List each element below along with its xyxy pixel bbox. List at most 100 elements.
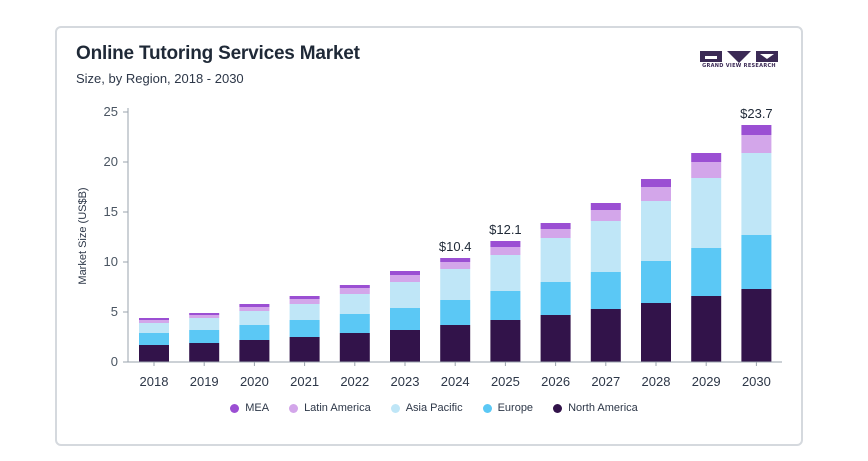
bar-segment-mea xyxy=(641,179,671,187)
legend-swatch xyxy=(230,403,240,413)
bar-segment-europe xyxy=(741,235,772,289)
bar-total-label: $12.1 xyxy=(489,222,522,237)
x-tick-label: 2019 xyxy=(190,374,219,389)
bar-segment-asia-pacific xyxy=(440,269,471,300)
bar-segment-mea xyxy=(139,318,169,320)
x-axis-ticks: 2018 2019 2020 2021 2022 2023 2024 2025 2026 2027… xyxy=(140,362,771,389)
bar-total-annotations: $10.4 $12.1 $23.7 xyxy=(439,106,773,254)
bar-segment-north-america xyxy=(590,309,621,362)
bar-segment-europe xyxy=(289,320,320,337)
bar-segment-north-america xyxy=(741,289,772,362)
bar-total-label: $23.7 xyxy=(740,106,773,121)
grand-view-research-logo-icon xyxy=(700,51,778,63)
bar-segment-north-america xyxy=(490,320,521,362)
bar-segment-asia-pacific xyxy=(390,282,420,308)
y-tick-label: 25 xyxy=(104,104,118,119)
x-tick-label: 2030 xyxy=(742,374,771,389)
bar-segment-mea xyxy=(440,258,471,262)
x-tick-label: 2029 xyxy=(692,374,721,389)
legend-item-europe: Europe xyxy=(482,402,534,414)
x-tick-label: 2020 xyxy=(240,374,269,389)
bar-segment-north-america xyxy=(239,340,270,362)
legend-label: MEA xyxy=(245,402,270,414)
logo-text: GRAND VIEW RESEARCH xyxy=(702,63,776,69)
bar-segment-europe xyxy=(440,300,471,325)
bar-segment-mea xyxy=(691,153,722,162)
bar-segment-latin-america xyxy=(691,162,722,178)
bar-segment-europe xyxy=(490,291,521,320)
legend-swatch xyxy=(289,403,299,413)
legend-swatch xyxy=(390,403,400,413)
legend-label: Europe xyxy=(497,402,534,414)
bar-segment-mea xyxy=(490,241,521,247)
bar-segment-asia-pacific xyxy=(339,294,370,314)
bar-segment-mea xyxy=(189,313,220,315)
bar-segment-mea xyxy=(339,285,370,288)
bar-segment-asia-pacific xyxy=(239,311,270,325)
legend-swatch xyxy=(482,403,492,413)
bar-segment-latin-america xyxy=(540,229,571,238)
bar-segment-north-america xyxy=(440,325,471,362)
x-tick-label: 2028 xyxy=(642,374,671,389)
bar-segment-asia-pacific xyxy=(289,304,320,320)
bar-segment-asia-pacific xyxy=(490,255,521,291)
bar-segment-asia-pacific xyxy=(741,153,772,235)
y-axis-ticks: 0 5 10 15 20 25 xyxy=(104,104,128,369)
y-tick-label: 5 xyxy=(111,304,118,319)
bar-segment-latin-america xyxy=(490,247,521,255)
y-axis-label: Market Size (US$B) xyxy=(77,187,89,284)
bar-segment-north-america xyxy=(339,333,370,362)
bar-segment-mea xyxy=(239,304,270,307)
bar-segment-asia-pacific xyxy=(590,221,621,272)
bar-segment-mea xyxy=(540,223,571,229)
bar-segment-north-america xyxy=(139,345,169,362)
bar-segment-latin-america xyxy=(239,307,270,311)
legend-item-north-america: North America xyxy=(553,402,638,414)
bar-segment-latin-america xyxy=(289,299,320,304)
bar-segment-europe xyxy=(590,272,621,309)
bar-segment-europe xyxy=(540,282,571,315)
chart-subtitle: Size, by Region, 2018 - 2030 xyxy=(76,71,244,86)
x-tick-label: 2025 xyxy=(491,374,520,389)
x-tick-label: 2021 xyxy=(290,374,319,389)
y-tick-label: 15 xyxy=(104,204,118,219)
legend-label: North America xyxy=(568,402,638,414)
bar-segment-mea xyxy=(289,296,320,299)
bar-segment-asia-pacific xyxy=(540,238,571,282)
x-tick-label: 2018 xyxy=(140,374,169,389)
bar-segment-europe xyxy=(189,330,220,343)
bar-segment-asia-pacific xyxy=(139,323,169,333)
bar-segment-asia-pacific xyxy=(641,201,671,261)
bar-segment-north-america xyxy=(189,343,220,362)
bar-segment-latin-america xyxy=(390,275,420,282)
x-tick-label: 2024 xyxy=(441,374,470,389)
legend-swatch xyxy=(553,403,563,413)
bar-segment-europe xyxy=(139,333,169,345)
legend: MEA Latin America Asia Pacific Europe North … xyxy=(0,402,868,414)
legend-item-latin-america: Latin America xyxy=(289,402,371,414)
bars xyxy=(139,125,772,362)
bar-segment-north-america xyxy=(641,303,671,362)
bar-segment-north-america xyxy=(540,315,571,362)
bar-segment-europe xyxy=(390,308,420,330)
bar-segment-mea xyxy=(590,203,621,210)
y-tick-label: 20 xyxy=(104,154,118,169)
legend-item-mea: MEA xyxy=(230,402,269,414)
y-tick-label: 10 xyxy=(104,254,118,269)
bar-segment-latin-america xyxy=(189,315,220,318)
bar-segment-latin-america xyxy=(590,210,621,221)
legend-item-asia-pacific: Asia Pacific xyxy=(390,402,463,414)
bar-segment-europe xyxy=(691,248,722,296)
bar-segment-latin-america xyxy=(339,288,370,294)
bar-segment-north-america xyxy=(691,296,722,362)
bar-segment-europe xyxy=(339,314,370,333)
bar-segment-latin-america xyxy=(741,135,772,153)
bar-segment-mea xyxy=(390,271,420,275)
y-tick-label: 0 xyxy=(111,354,118,369)
bar-segment-mea xyxy=(741,125,772,135)
legend-label: Asia Pacific xyxy=(405,402,463,414)
bar-segment-europe xyxy=(239,325,270,340)
bar-segment-north-america xyxy=(390,330,420,362)
x-tick-label: 2026 xyxy=(541,374,570,389)
